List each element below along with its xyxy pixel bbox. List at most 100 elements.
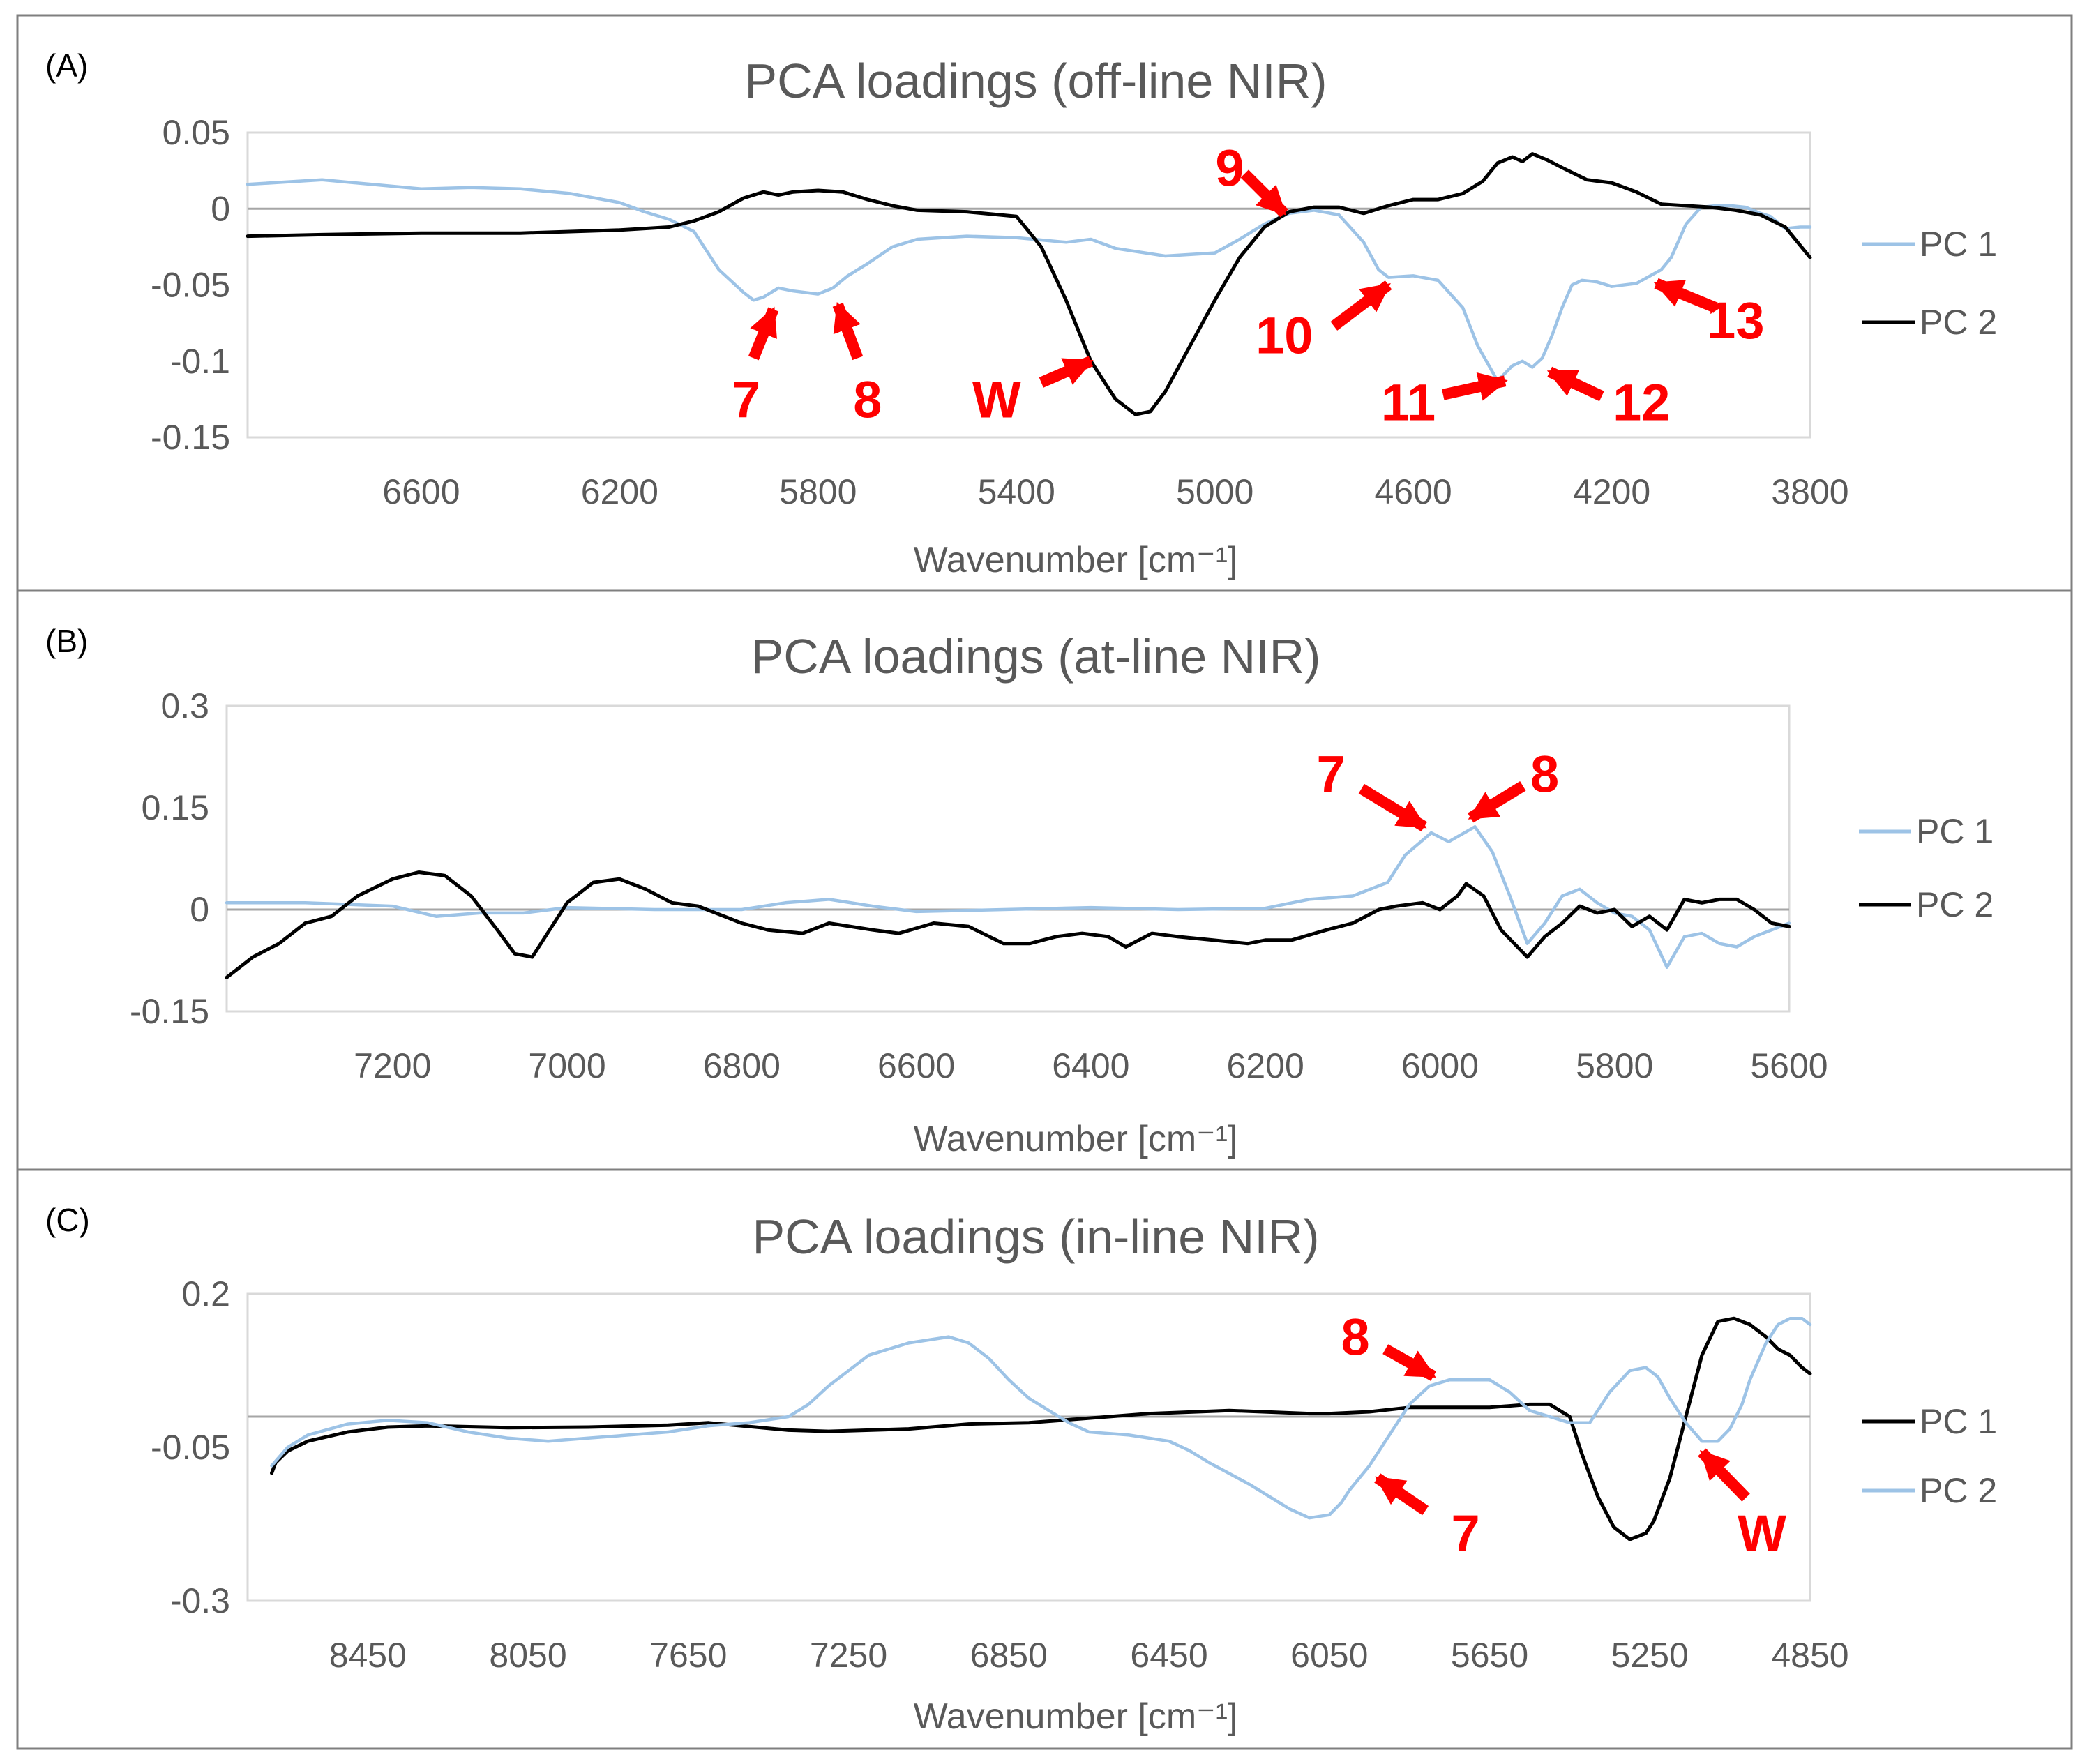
panel-b-title: PCA loadings (at-line NIR) <box>751 629 1321 684</box>
panel-b-series-pc1-line <box>225 825 1791 969</box>
annotation-arrow-9 <box>1240 169 1288 218</box>
panel-c-x-tick-label: 6450 <box>1130 1636 1207 1675</box>
panel-b-legend: PC 1 PC 2 <box>1859 812 1994 924</box>
panel-a-y-tick-label: 0.05 <box>163 113 230 152</box>
legend-a-pc2-label: PC 2 <box>1920 303 1997 342</box>
panel-b-x-tick-label: 6400 <box>1052 1046 1129 1085</box>
annotation-label-w: W <box>972 370 1021 428</box>
panel-b-x-tick-label: 7200 <box>354 1046 431 1085</box>
panel-c-x-tick-label: 5650 <box>1451 1636 1528 1675</box>
panel-c-series-pc2-line <box>270 1316 1812 1520</box>
panel-b-plot: 0.3 0.15 0 -0.15 7200 7000 6800 6600 6400 6200 600… <box>130 686 1828 1085</box>
legend-b-pc1-label: PC 1 <box>1916 812 1994 851</box>
panel-c-label: (C) <box>45 1202 90 1238</box>
panel-b-x-axis-title: Wavenumber [cm⁻¹] <box>914 1119 1238 1159</box>
annotation-label-12: 12 <box>1613 374 1670 432</box>
panel-b-x-tick-label: 5600 <box>1750 1046 1828 1085</box>
panel-c-y-tick-label: 0.2 <box>181 1274 230 1313</box>
panel-c-y-tick-label: -0.3 <box>170 1581 230 1620</box>
panel-b-series-pc2-line <box>225 870 1791 979</box>
annotation-label-8: 8 <box>853 370 882 428</box>
panel-a-x-tick-label: 4200 <box>1573 472 1650 511</box>
panel-a-x-tick-label: 5000 <box>1176 472 1253 511</box>
panel-c-x-tick-label: 6050 <box>1290 1636 1368 1675</box>
annotation-arrow-7 <box>748 306 779 361</box>
panel-a-plot: 0.05 0 -0.05 -0.1 -0.15 6600 6200 5800 5400 5000 4… <box>151 113 1849 511</box>
legend-c-pc2-label: PC 2 <box>1920 1471 1997 1510</box>
annotation-arrow-7 <box>1358 783 1428 832</box>
annotation-label-7: 7 <box>732 370 760 428</box>
panel-b-x-tick-label: 6000 <box>1401 1046 1479 1085</box>
annotation-arrow-12 <box>1546 366 1604 402</box>
panel-b-x-tick-label: 6800 <box>703 1046 781 1085</box>
panel-c-x-tick-label: 8050 <box>489 1636 566 1675</box>
legend-c-pc1-label: PC 1 <box>1920 1402 1997 1441</box>
annotation-label-11: 11 <box>1381 374 1436 432</box>
panel-c-x-tick-label: 4850 <box>1771 1636 1848 1675</box>
annotation-arrow-7 <box>1374 1473 1429 1516</box>
panel-c-x-tick-label: 8450 <box>329 1636 407 1675</box>
annotation-label-10: 10 <box>1256 307 1313 365</box>
annotation-label-7: 7 <box>1451 1505 1479 1562</box>
annotation-label-9: 9 <box>1215 139 1244 197</box>
annotation-arrow-10 <box>1330 280 1392 331</box>
panel-c: (C) PCA loadings (in-line NIR) 0.2 -0.05 -… <box>16 1168 2073 1750</box>
panel-b-frame <box>16 589 2073 1171</box>
annotation-label-w: W <box>1738 1505 1786 1562</box>
panel-b-x-tick-label: 6600 <box>877 1046 955 1085</box>
panel-b-x-tick-label: 7000 <box>528 1046 605 1085</box>
annotation-arrow-13 <box>1653 278 1718 313</box>
panel-a-x-axis-title: Wavenumber [cm⁻¹] <box>914 540 1238 580</box>
annotation-label-13: 13 <box>1707 292 1764 349</box>
panel-a-y-tick-label: -0.05 <box>151 266 230 305</box>
panel-a-plot-area <box>246 131 1811 439</box>
annotation-arrow-8 <box>832 302 864 361</box>
panel-a-y-tick-label: -0.1 <box>170 342 230 381</box>
annotation-label-8: 8 <box>1341 1309 1370 1366</box>
panel-a-series-pc2-line <box>246 152 1812 416</box>
panel-a-x-tick-label: 6600 <box>382 472 460 511</box>
legend-a-pc1-label: PC 1 <box>1920 225 1997 264</box>
panel-b-y-tick-label: -0.15 <box>130 992 209 1031</box>
panel-b-label: (B) <box>45 623 88 659</box>
panel-b-x-tick-label: 5800 <box>1576 1046 1653 1085</box>
panel-a-title: PCA loadings (off-line NIR) <box>744 54 1327 108</box>
annotation-arrow-8 <box>1382 1344 1437 1381</box>
panel-b-y-tick-label: 0.15 <box>142 788 209 827</box>
panel-a-legend: PC 1 PC 2 <box>1862 225 1997 342</box>
panel-c-plot-area <box>246 1292 1811 1602</box>
panel-a-frame <box>16 14 2073 592</box>
panel-c-legend: PC 1 PC 2 <box>1862 1402 1997 1510</box>
panel-c-y-tick-label: -0.05 <box>151 1428 230 1467</box>
annotation-arrow-w <box>1698 1448 1750 1502</box>
panel-a-x-tick-label: 3800 <box>1771 472 1848 511</box>
panel-c-x-tick-label: 7650 <box>649 1636 727 1675</box>
panel-c-series-pc1-line <box>270 1316 1812 1541</box>
panel-b-x-tick-label: 6200 <box>1227 1046 1304 1085</box>
panel-a: (A) PCA loadings (off-line NIR) 0.05 0 -0.… <box>16 14 2073 592</box>
panel-c-plot: 0.2 -0.05 -0.3 8450 8050 7650 7250 6850 6450 6050… <box>151 1274 1849 1675</box>
panel-a-label: (A) <box>45 47 88 84</box>
panel-c-x-tick-label: 6850 <box>970 1636 1048 1675</box>
panel-a-y-tick-label: 0 <box>211 189 230 228</box>
annotation-label-7: 7 <box>1316 745 1345 803</box>
annotation-arrow-w <box>1039 356 1094 388</box>
panel-a-x-tick-label: 5800 <box>779 472 857 511</box>
annotation-arrow-11 <box>1442 372 1508 401</box>
panel-a-x-tick-label: 6200 <box>581 472 658 511</box>
panel-a-x-tick-label: 5400 <box>978 472 1055 511</box>
panel-a-y-tick-label: -0.15 <box>151 418 230 457</box>
panel-b: (B) PCA loadings (at-line NIR) 0.3 0.15 0 -… <box>16 589 2073 1171</box>
legend-b-pc2-label: PC 2 <box>1916 885 1994 924</box>
panel-c-x-axis-title: Wavenumber [cm⁻¹] <box>914 1696 1238 1737</box>
annotation-arrow-8 <box>1468 781 1526 823</box>
panel-b-y-tick-label: 0.3 <box>160 686 209 725</box>
panel-b-y-tick-label: 0 <box>190 890 209 929</box>
panel-c-title: PCA loadings (in-line NIR) <box>752 1209 1319 1264</box>
panel-c-x-tick-label: 5250 <box>1611 1636 1689 1675</box>
panel-a-x-tick-label: 4600 <box>1374 472 1452 511</box>
panel-c-x-tick-label: 7250 <box>810 1636 887 1675</box>
annotation-label-8: 8 <box>1530 745 1559 803</box>
panel-b-plot-area <box>225 704 1791 1013</box>
